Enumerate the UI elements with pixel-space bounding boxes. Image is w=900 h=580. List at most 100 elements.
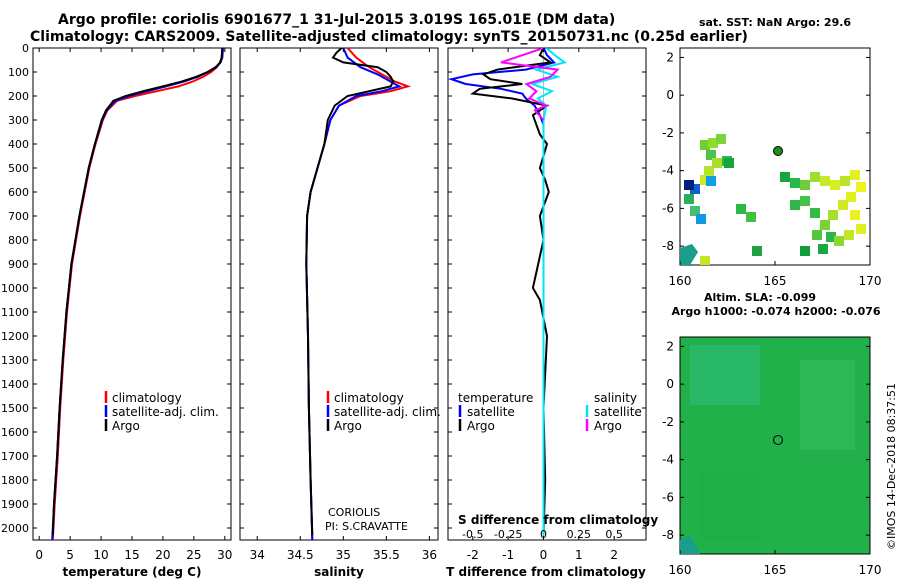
map-lat-tick-label: 2 [666,50,674,64]
x-tick-label: 35 [336,548,351,562]
sst-cell [846,192,856,202]
x-tick-label: 34.5 [287,548,314,562]
legend-satellite-label: satellite-adj. clim. [112,405,219,419]
sst-cell [684,180,694,190]
sst-map-title: sat. SST: NaN Argo: 29.6 [699,16,851,29]
sst-cell [828,210,838,220]
sst-cell [820,176,830,186]
depth-tick-label: 900 [8,258,29,271]
sst-cell [800,196,810,206]
temperature-plot-frame [32,47,232,541]
map-lat-tick-label: 0 [666,377,674,391]
sst-cell [708,138,718,148]
depth-tick-label: 1100 [1,306,29,319]
sst-cell [746,212,756,222]
depth-tick-label: 1000 [1,282,29,295]
map-lon-tick-label: 170 [859,563,882,577]
x-axis-ticks: 0 5 10 15 20 25 30 34 34.5 35 35.5 36 -2 -1 0 1 2 [35,48,618,562]
s-difference-axis-label: S difference from climatology [458,513,658,527]
depth-tick-label: 400 [8,138,29,151]
x-tick-label: 2 [610,548,618,562]
map-lat-tick-label: -2 [662,415,674,429]
map-lat-tick-label: 2 [666,339,674,353]
depth-tick-label: 500 [8,162,29,175]
s-difference-ticks: -0.5 -0.25 0 0.25 0.5 [462,528,623,541]
legend-salinity-title: salinity [594,391,637,405]
sst-cell [856,224,866,234]
legend-s-satellite-label: satellite [594,405,642,419]
legend-s-argo-label: Argo [594,419,622,433]
map-lon-tick-label: 160 [669,274,692,288]
sst-cell [780,172,790,182]
x-tick-label: 10 [93,548,108,562]
legend-temperature-title: temperature [458,391,533,405]
depth-tick-label: 1700 [1,450,29,463]
x-tick-label: 35.5 [373,548,400,562]
sst-cell [712,158,722,168]
legend-argo-label: Argo [112,419,140,433]
sst-cell [790,200,800,210]
salinity-legend: climatology satellite-adj. clim. Argo [326,391,441,433]
sst-cell [810,172,820,182]
temperature-series [51,48,224,540]
sst-cell [844,230,854,240]
s-diff-tick-label: 0.5 [605,528,623,541]
legend-t-argo-label: Argo [467,419,495,433]
map-lat-tick-label: -8 [662,528,674,542]
sst-cell [812,230,822,240]
sst-cell [800,180,810,190]
sst-cell [736,204,746,214]
salinity-series [305,48,412,540]
x-tick-label: -1 [502,548,514,562]
sst-map-axes: 160 165 170 2 0 -2 -4 -6 -8 [662,50,881,288]
sla-map-title-1: Altim. SLA: -0.099 [704,291,816,304]
sst-cell [838,200,848,210]
legend-argo-label: Argo [334,419,362,433]
depth-tick-label: 1400 [1,378,29,391]
s-diff-tick-label: -0.25 [494,528,522,541]
x-tick-label: 25 [186,548,201,562]
depth-tick-label: 200 [8,90,29,103]
sst-map [679,47,871,266]
credit-pi: PI: S.CRAVATTE [325,520,408,533]
difference-series [448,48,568,540]
map-lon-tick-label: 160 [669,563,692,577]
sst-cell [716,134,726,144]
sla-map-axes: 160 165 170 2 0 -2 -4 -6 -8 [662,339,881,577]
map-lat-tick-label: -4 [662,164,674,178]
depth-tick-label: 100 [8,66,29,79]
depth-tick-label: 600 [8,186,29,199]
depth-tick-label: 1300 [1,354,29,367]
x-tick-label: 36 [422,548,437,562]
sst-cell [830,180,840,190]
x-tick-label: 20 [155,548,170,562]
sst-cell [690,184,700,194]
x-tick-label: 15 [124,548,139,562]
x-tick-label: -2 [467,548,479,562]
depth-tick-label: 1600 [1,426,29,439]
figure-title: Argo profile: coriolis 6901677_1 31-Jul-… [58,12,616,28]
depth-tick-label: 700 [8,210,29,223]
sst-cell [856,182,866,192]
sst-cell [820,220,830,230]
sst-cell [690,206,700,216]
legend-climatology-label: climatology [334,391,404,405]
sst-cell [700,256,710,265]
x-tick-label: 5 [66,548,74,562]
salinity-axis-label: salinity [314,565,364,579]
sst-cell [834,236,844,246]
sst-cell [704,166,714,176]
sst-cell [752,246,762,256]
map-lon-tick-label: 165 [764,563,787,577]
sst-cell [850,210,860,220]
argo-location-marker [773,435,783,445]
depth-tick-label: 1800 [1,474,29,487]
difference-legend: temperature satellite Argo salinity sate… [458,391,642,433]
depth-tick-label: 1200 [1,330,29,343]
map-lon-tick-label: 165 [764,274,787,288]
t-difference-axis-label: T difference from climatology [446,565,646,579]
sst-data-cells [684,134,866,265]
argo-location-marker [773,146,783,156]
sla-map-title-2: Argo h1000: -0.074 h2000: -0.076 [671,305,880,318]
